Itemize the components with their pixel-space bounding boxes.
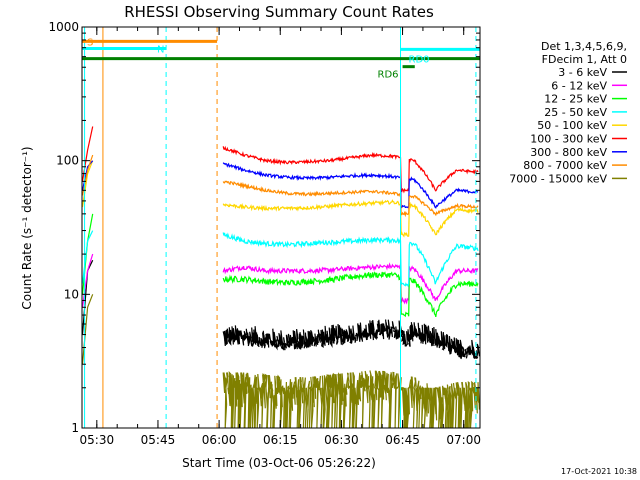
flag-label-4: RD0 (409, 54, 430, 65)
x-tick-label: 06:30 (324, 433, 359, 447)
legend-label-6: 300 - 800 keV (530, 146, 607, 159)
legend-label-1: 6 - 12 keV (551, 79, 607, 92)
legend-label-4: 50 - 100 keV (537, 119, 607, 132)
legend-label-8: 7000 - 15000 keV (509, 172, 607, 185)
series-line-6 (222, 162, 479, 209)
x-tick-label: 06:00 (202, 433, 237, 447)
x-tick-label: 05:30 (80, 433, 115, 447)
flag-label-1: N (157, 45, 164, 56)
flag-label-3: RD6 (378, 70, 399, 81)
legend: Det 1,3,4,5,6,9,FDecim 1, Att 03 - 6 keV… (509, 40, 627, 185)
legend-label-5: 100 - 300 keV (530, 133, 607, 146)
y-tick-label: 100 (56, 154, 79, 168)
y-axis-label: Count Rate (s⁻¹ detector⁻¹) (20, 146, 34, 309)
x-tick-label: 06:15 (263, 433, 298, 447)
series-line-2 (222, 271, 479, 318)
y-tick-label: 1 (71, 421, 79, 435)
legend-label-0: 3 - 6 keV (558, 66, 607, 79)
series-line-7 (222, 180, 479, 218)
series-line-1 (222, 262, 479, 305)
series-line-8 (222, 370, 480, 429)
flag-label-0: S (87, 37, 93, 48)
series-early-8 (81, 294, 94, 365)
plot-frame (81, 26, 481, 429)
series-line-4 (222, 199, 479, 238)
x-tick-label: 06:45 (385, 433, 420, 447)
x-tick-label: 07:00 (446, 433, 481, 447)
y-tick-label: 1000 (48, 20, 79, 34)
legend-header-1: FDecim 1, Att 0 (542, 53, 627, 66)
chart-title: RHESSI Observing Summary Count Rates (124, 3, 434, 21)
legend-label-2: 12 - 25 keV (544, 93, 607, 106)
timestamp-footer: 17-Oct-2021 10:38 (561, 467, 637, 476)
x-tick-label: 05:45 (141, 433, 176, 447)
legend-header-0: Det 1,3,4,5,6,9, (541, 40, 627, 53)
series-line-5 (222, 145, 479, 194)
legend-label-7: 800 - 7000 keV (523, 159, 607, 172)
legend-label-3: 25 - 50 keV (544, 106, 607, 119)
series-line-3 (222, 232, 479, 288)
y-tick-label: 10 (64, 287, 79, 301)
x-axis-label: Start Time (03-Oct-06 05:26:22) (182, 456, 376, 470)
series-line-0 (222, 319, 480, 360)
plot-area: S N RD6 RD0 1 10 100 1000 05:30 05:45 06:00 06:15 06… (48, 20, 481, 447)
